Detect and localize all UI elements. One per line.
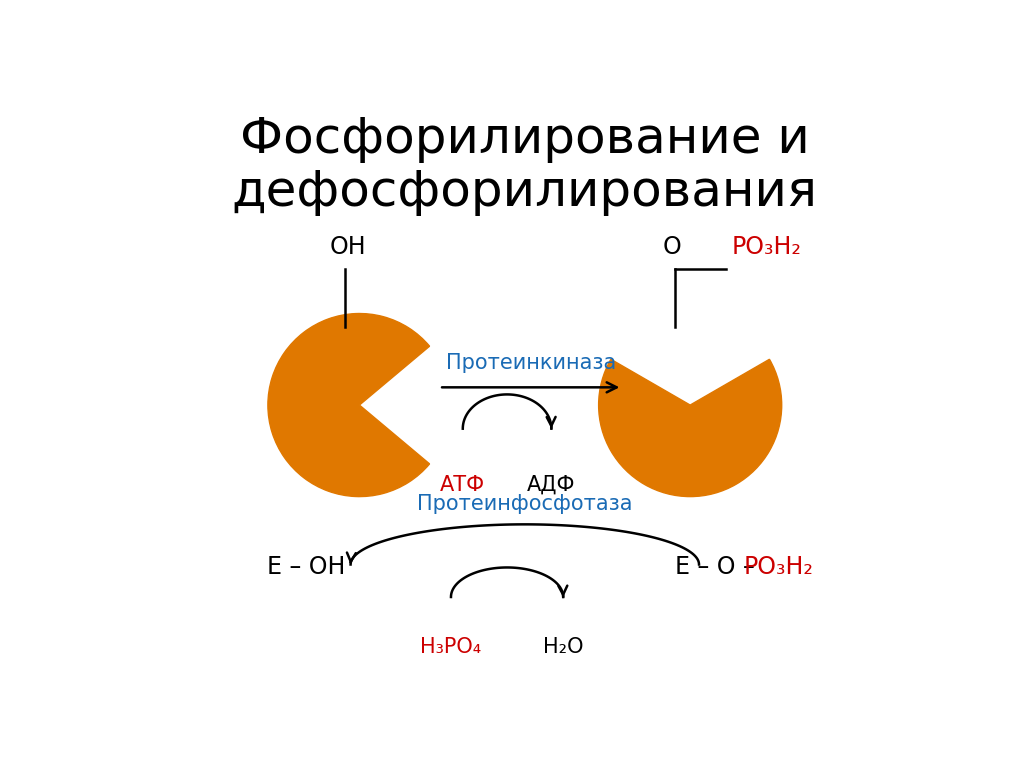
Text: Н₃РО₄: Н₃РО₄	[421, 637, 481, 657]
Text: АТФ: АТФ	[440, 475, 485, 495]
Text: дефосфорилирования: дефосфорилирования	[231, 169, 818, 216]
Text: Е – ОН: Е – ОН	[267, 555, 345, 579]
Text: О: О	[664, 235, 682, 258]
Text: Протеинфосфотаза: Протеинфосфотаза	[417, 494, 633, 514]
Wedge shape	[599, 359, 781, 496]
Text: Протеинкиназа: Протеинкиназа	[445, 353, 615, 373]
Wedge shape	[268, 314, 429, 496]
Text: РО₃H₂: РО₃H₂	[731, 235, 802, 258]
Text: Н₂О: Н₂О	[543, 637, 584, 657]
Text: Фосфорилирование и: Фосфорилирование и	[240, 115, 810, 163]
Text: АДФ: АДФ	[527, 475, 575, 495]
Text: РО₃H₂: РО₃H₂	[743, 555, 813, 579]
Text: Е – О –: Е – О –	[676, 555, 763, 579]
Text: ОН: ОН	[330, 235, 366, 258]
